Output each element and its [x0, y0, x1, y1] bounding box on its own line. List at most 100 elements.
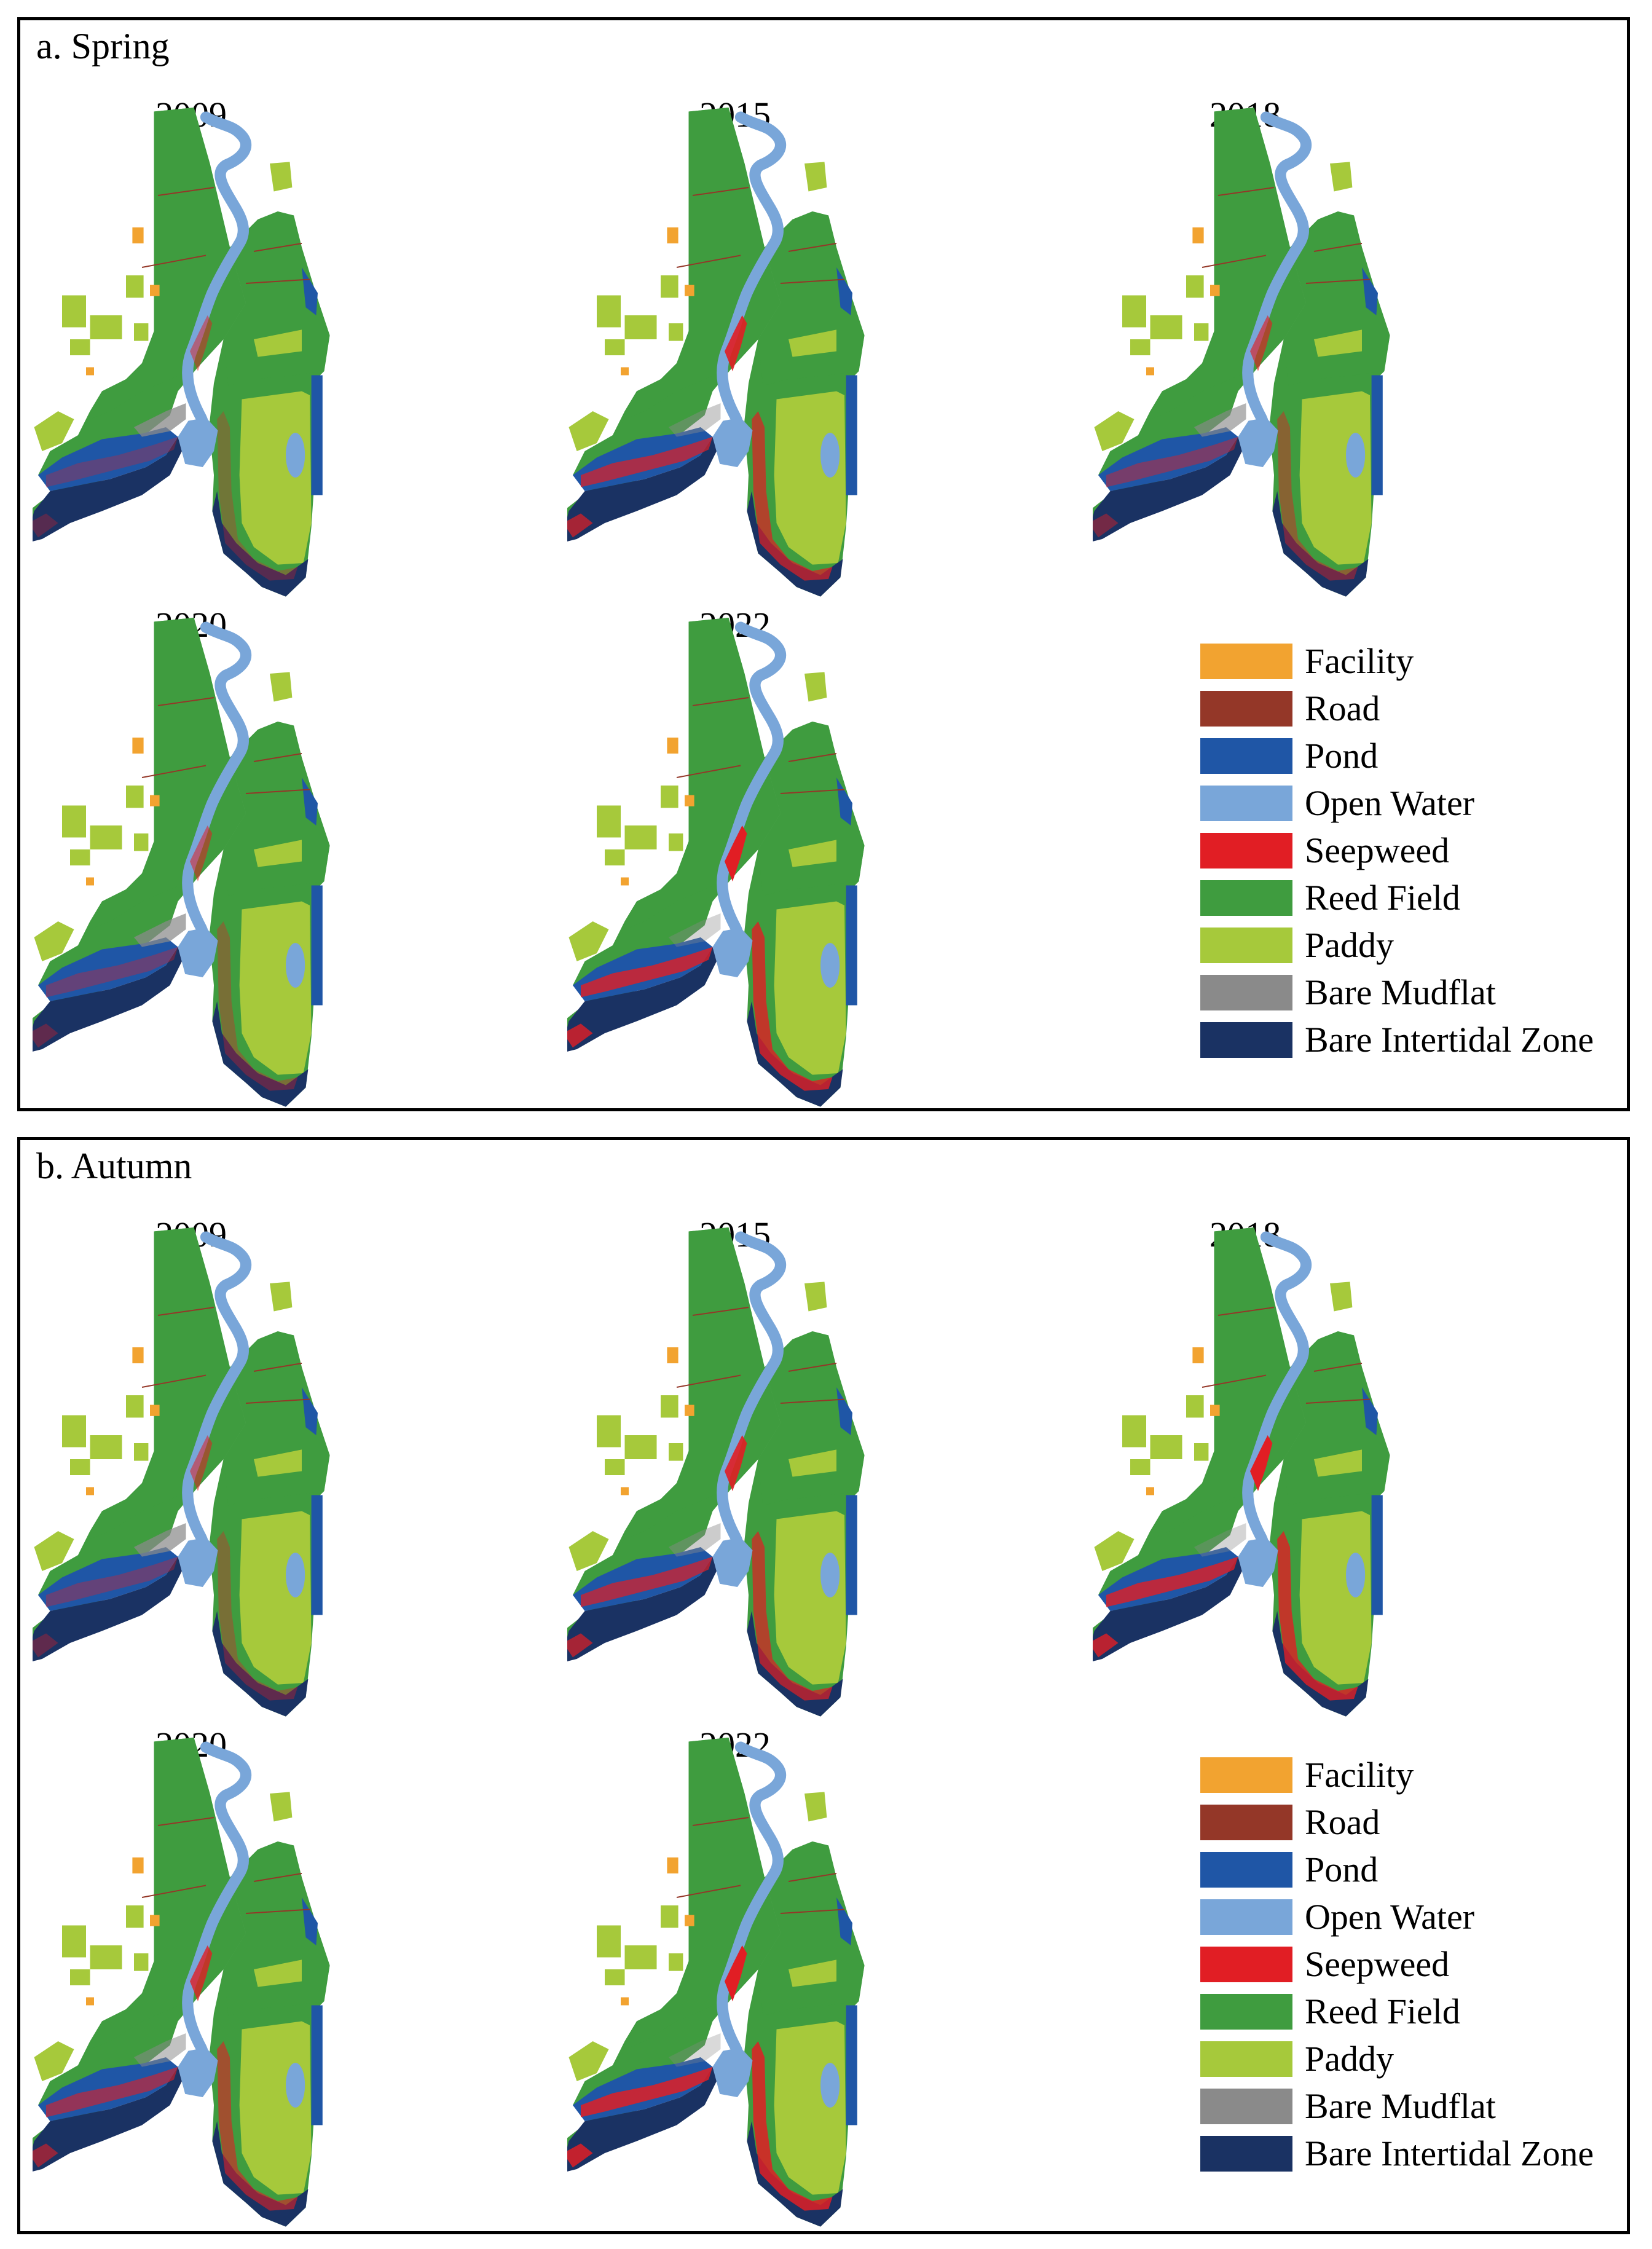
facility-patch [1210, 1404, 1220, 1416]
legend-item: Bare Mudflat [1200, 2086, 1643, 2126]
pond-strip [1371, 375, 1383, 495]
open-water-reservoir [285, 1553, 305, 1597]
river [717, 1231, 787, 1569]
legend-label: Facility [1305, 1755, 1414, 1795]
paddy-patch [254, 1960, 302, 1987]
bare-intertidal-zone-region [212, 1001, 309, 1107]
paddy-patch [62, 295, 86, 328]
open-water-reservoir [285, 433, 305, 478]
river-mouth [178, 417, 218, 467]
paddy-region [774, 901, 846, 1075]
land-cover-map [33, 1227, 330, 1717]
map-layer [33, 107, 330, 597]
seepweed-patch [581, 2066, 713, 2117]
seepweed-patch [46, 947, 178, 998]
seepweed-patch [46, 436, 178, 487]
bare-mudflat-patch [669, 1523, 721, 1557]
reed-field-region [223, 1331, 330, 1506]
paddy-patch [1314, 1449, 1362, 1477]
facility-patch [667, 1347, 678, 1363]
legend-swatch [1200, 1947, 1292, 1982]
bare-intertidal-zone-region [33, 2066, 182, 2172]
legend-label: Pond [1305, 1849, 1379, 1889]
river-mouth [712, 928, 753, 977]
legend-item: Facility [1200, 1755, 1643, 1795]
facility-patch [132, 227, 144, 243]
land-cover-map [567, 1227, 865, 1717]
legend-swatch [1200, 1994, 1292, 2030]
seepweed-patch [567, 1633, 593, 1658]
reed-field-region [1283, 1331, 1390, 1506]
paddy-patch [804, 672, 827, 702]
legend-label: Bare Mudflat [1305, 2086, 1496, 2126]
paddy-patch [62, 805, 86, 838]
pond-region [38, 937, 178, 1001]
paddy-patch [70, 1969, 90, 1985]
facility-patch [149, 285, 160, 296]
seepweed-patch [190, 315, 213, 371]
river-mouth [178, 928, 218, 977]
pond-strip [846, 2005, 857, 2125]
paddy-patch [661, 1905, 678, 1928]
paddy-patch [568, 411, 609, 451]
paddy-patch [1130, 1459, 1150, 1475]
paddy-patch [1194, 1443, 1209, 1461]
paddy-patch [669, 1443, 683, 1461]
paddy-patch [804, 1792, 827, 1822]
paddy-patch [605, 1969, 625, 1985]
pond-strip [846, 375, 857, 495]
legend-label: Seepweed [1305, 830, 1450, 870]
paddy-patch [568, 921, 609, 961]
road-lines [141, 187, 310, 284]
seepweed-patch [581, 1556, 713, 1607]
facility-patch [86, 877, 94, 886]
reed-field-region [758, 1841, 865, 2016]
seepweed-patch [190, 825, 213, 881]
facility-patch [1146, 1487, 1154, 1495]
facility-patch [621, 877, 629, 886]
facility-patch [685, 285, 694, 296]
seepweed-patch [190, 1945, 213, 2001]
seepweed-patch [33, 1023, 58, 1048]
map-layer [567, 107, 865, 597]
paddy-patch [1122, 1415, 1146, 1447]
legend-label: Reed Field [1305, 1991, 1460, 2031]
river [182, 621, 252, 959]
river-mouth [712, 417, 753, 467]
bare-mudflat-patch [134, 403, 186, 437]
paddy-patch [254, 329, 302, 357]
paddy-patch [70, 849, 90, 865]
pond-strip [311, 1495, 323, 1615]
paddy-patch [126, 1395, 144, 1418]
facility-patch [149, 1915, 160, 1926]
paddy-patch [1186, 275, 1204, 298]
facility-patch [132, 1857, 144, 1873]
bare-mudflat-patch [1194, 1523, 1246, 1557]
paddy-patch [624, 1435, 657, 1459]
paddy-patch [62, 1925, 86, 1958]
pond-strip [311, 375, 323, 495]
legend-label: Bare Intertidal Zone [1305, 2133, 1594, 2173]
pond-strip [846, 1495, 857, 1615]
bare-intertidal-zone-region [567, 2066, 717, 2172]
legend-label: Bare Intertidal Zone [1305, 1020, 1594, 1060]
legend-item: Open Water [1200, 1897, 1643, 1937]
legend-item: Paddy [1200, 2039, 1643, 2079]
legend-swatch [1200, 1805, 1292, 1840]
paddy-patch [661, 1395, 678, 1418]
paddy-patch [669, 323, 683, 341]
map-layer [1093, 107, 1390, 597]
paddy-patch [597, 805, 621, 838]
paddy-patch [34, 411, 74, 451]
seepweed-patch [581, 947, 713, 998]
paddy-region [1299, 1511, 1372, 1685]
legend: Facility Road Pond Open Water Seepweed Reed F… [1200, 641, 1630, 1071]
paddy-patch [624, 1945, 657, 1969]
river-mouth [178, 1537, 218, 1587]
road-lines [676, 1817, 845, 1914]
legend-swatch [1200, 2089, 1292, 2124]
reed-field-region [223, 211, 330, 386]
facility-patch [685, 795, 694, 806]
paddy-patch [1150, 1435, 1182, 1459]
paddy-patch [624, 315, 657, 339]
